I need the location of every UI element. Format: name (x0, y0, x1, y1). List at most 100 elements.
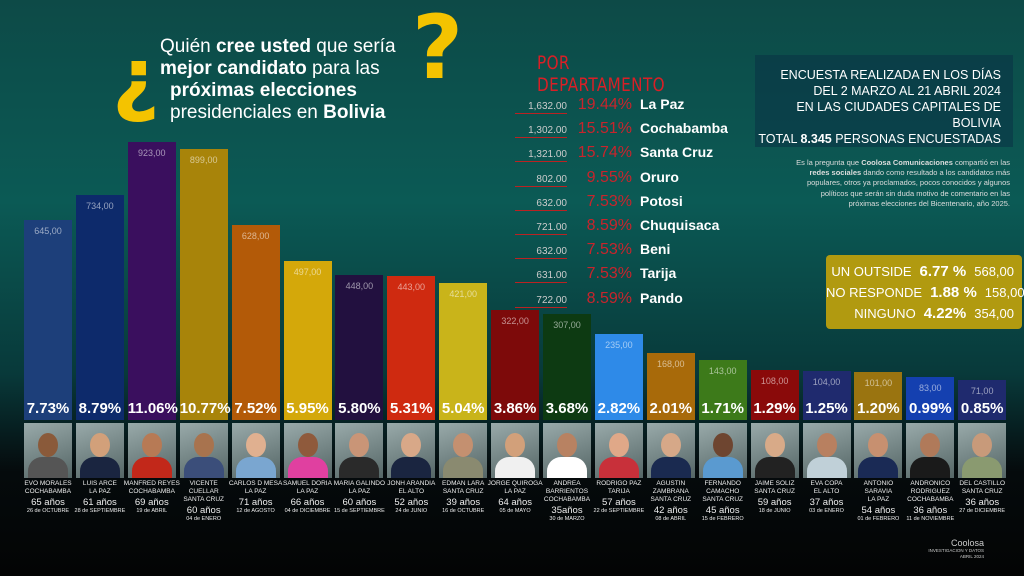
candidate-city: COCHABAMBA (128, 488, 175, 495)
other-responses-box: UN OUTSIDE 6.77 % 568,00 NO RESPONDE 1.88 %… (826, 255, 1024, 329)
candidate-photo (543, 423, 591, 478)
bar: 104,00 1.25% (802, 370, 851, 420)
candidate-name: LUIS ARCE (82, 480, 117, 487)
bar-percent-label: 7.52% (234, 399, 277, 417)
candidate-birthday: 30 de MARZO (549, 516, 585, 522)
department-name: Chuquisaca (640, 216, 720, 233)
candidate-city: SANTA CRUZ (702, 496, 744, 503)
bar-percent-label: 0.85% (960, 399, 1004, 417)
candidate-age: 61 años (82, 497, 117, 508)
candidate-birthday: 11 de NOVIEMBRE (906, 516, 955, 522)
candidate-birthday: 05 de MAYO (499, 508, 531, 514)
candidate-city: COCHABAMBA (907, 496, 954, 503)
bar: 101,00 1.20% (854, 371, 903, 420)
bar-value-label: 899,00 (189, 155, 218, 166)
bar-value-label: 923,00 (138, 148, 166, 159)
candidate-city: EL ALTO (398, 488, 425, 495)
bar: 108,00 1.29% (750, 369, 799, 420)
bar: 734,00 8.79% (75, 195, 124, 420)
candidate-age: 60 años (342, 497, 377, 508)
bar-percent-label: 1.71% (701, 399, 744, 417)
department-percent: 9.55% (586, 168, 632, 186)
candidate-city: COCHABAMBA (24, 488, 72, 495)
candidate-city: SANTA CRUZ (442, 488, 484, 495)
candidate-info: EVO MORALES COCHABAMBA 65 años 26 de OCTUBR… (20, 480, 76, 515)
survey-line: EN LAS CIUDADES CAPITALES DE BOLIVIA (796, 100, 1001, 130)
candidate-name: DEL CASTILLO (959, 480, 1005, 487)
candidate-name: ANDRONICO RODRIGUEZ (910, 480, 951, 495)
bar-value-label: 645,00 (34, 226, 62, 237)
candidate-name: CARLOS D MESA (228, 480, 283, 487)
department-count: 1,302.00 (515, 125, 567, 139)
bar-value-label: 108,00 (760, 375, 789, 386)
department-name: Pando (640, 289, 683, 306)
department-list: POR DEPARTAMENTO 1,632.00 19.44% La Paz 1,3… (515, 52, 735, 314)
candidate-name: MARIA GALINDO (333, 480, 386, 487)
candidate-info: SAMUEL DORIA LA PAZ 66 años 04 de DICIEMBRE (280, 480, 336, 515)
bar: 71,00 0.85% (958, 380, 1007, 420)
department-percent: 15.51% (577, 120, 632, 138)
candidate-info: EDMAN LARA SANTA CRUZ 39 años 16 de OCTUBRE (435, 480, 491, 515)
bar-value-label: 83,00 (919, 382, 942, 393)
department-percent: 7.53% (586, 192, 632, 210)
bar: 645,00 7.73% (24, 220, 72, 420)
department-percent: 7.53% (586, 265, 632, 283)
candidate-name: RODRIGO PAZ (596, 480, 642, 487)
candidate-info: MANFRED REYES COCHABAMBA 69 años 19 de ABRI… (124, 480, 180, 515)
candidate-age: 59 años (757, 497, 792, 508)
headline-line-1: Quién cree usted que sería (160, 36, 396, 57)
candidate-age: 54 años (861, 505, 896, 516)
candidate-photo (24, 423, 72, 478)
bar-percent-label: 1.25% (805, 399, 848, 417)
department-percent: 19.44% (577, 96, 632, 113)
candidate-city: SANTA CRUZ (754, 488, 795, 495)
bar-value-label: 322,00 (501, 316, 529, 327)
bar: 628,00 7.52% (231, 224, 280, 420)
candidate-info: EVA COPA EL ALTO 37 años 03 de ENERO (799, 480, 855, 515)
candidate-city: EL ALTO (813, 488, 840, 495)
candidate-info: JONH ARANDIA EL ALTO 52 años 24 de JUNIO (383, 480, 439, 515)
candidate-city: COCHABAMBA (543, 496, 591, 503)
candidate-photo (439, 423, 488, 478)
department-percent: 15.74% (577, 144, 632, 162)
bar-percent-label: 0.99% (909, 399, 952, 417)
candidate-age: 36 años (913, 505, 948, 516)
candidate-city: LA PAZ (348, 488, 371, 495)
candidate-city: SANTA CRUZ (961, 488, 1003, 495)
candidate-name: JONH ARANDIA (387, 480, 436, 487)
headline-line-4: presidenciales en Bolivia (170, 102, 386, 123)
candidate-birthday: 03 de ENERO (809, 508, 844, 514)
department-row: 1,321.00 15.74% Santa Cruz (515, 144, 735, 168)
candidate-age: 52 años (394, 497, 429, 508)
department-count: 632.00 (515, 246, 567, 260)
department-name: Santa Cruz (640, 144, 714, 161)
department-name: Beni (640, 241, 671, 258)
bar-value-label: 143,00 (708, 366, 737, 377)
candidate-info: FERNANDO CAMACHO SANTA CRUZ 45 años 15 de F… (695, 480, 751, 523)
bar-value-label: 235,00 (605, 340, 633, 351)
department-count: 1,632.00 (515, 101, 567, 114)
candidate-birthday: 15 de SEPTIEMBRE (334, 508, 385, 514)
bar-value-label: 628,00 (241, 230, 270, 241)
bar: 899,00 10.77% (179, 149, 231, 420)
candidate-birthday: 24 de JUNIO (395, 508, 428, 514)
bar-value-label: 443,00 (397, 282, 426, 293)
candidate-birthday: 15 de FEBRERO (701, 516, 744, 522)
candidate-name: MANFRED REYES (123, 480, 180, 487)
bar: 923,00 11.06% (127, 142, 178, 420)
candidate-name: EVA COPA (810, 480, 843, 487)
bar: 143,00 1.71% (698, 360, 747, 420)
bar: 307,00 3.68% (543, 314, 591, 420)
department-row: 802.00 9.55% Oruro (515, 169, 735, 193)
bar-value-label: 307,00 (553, 320, 581, 331)
department-name: Cochabamba (640, 120, 728, 137)
survey-info: ENCUESTA REALIZADA EN LOS DÍAS DEL 2 MAR… (755, 55, 1013, 147)
department-heading: POR DEPARTAMENTO (537, 52, 665, 96)
bar-percent-label: 5.80% (338, 399, 381, 417)
candidate-age: 36 años (965, 497, 1000, 508)
candidate-city: LA PAZ (296, 488, 319, 495)
bar-value-label: 734,00 (86, 201, 114, 212)
headline-line-2: mejor candidato para las (160, 58, 380, 79)
bar-percent-label: 3.86% (493, 399, 537, 417)
coolosa-logo: Coolosa INVESTIGACION Y DATOS ABRIL 2024 (928, 538, 984, 559)
